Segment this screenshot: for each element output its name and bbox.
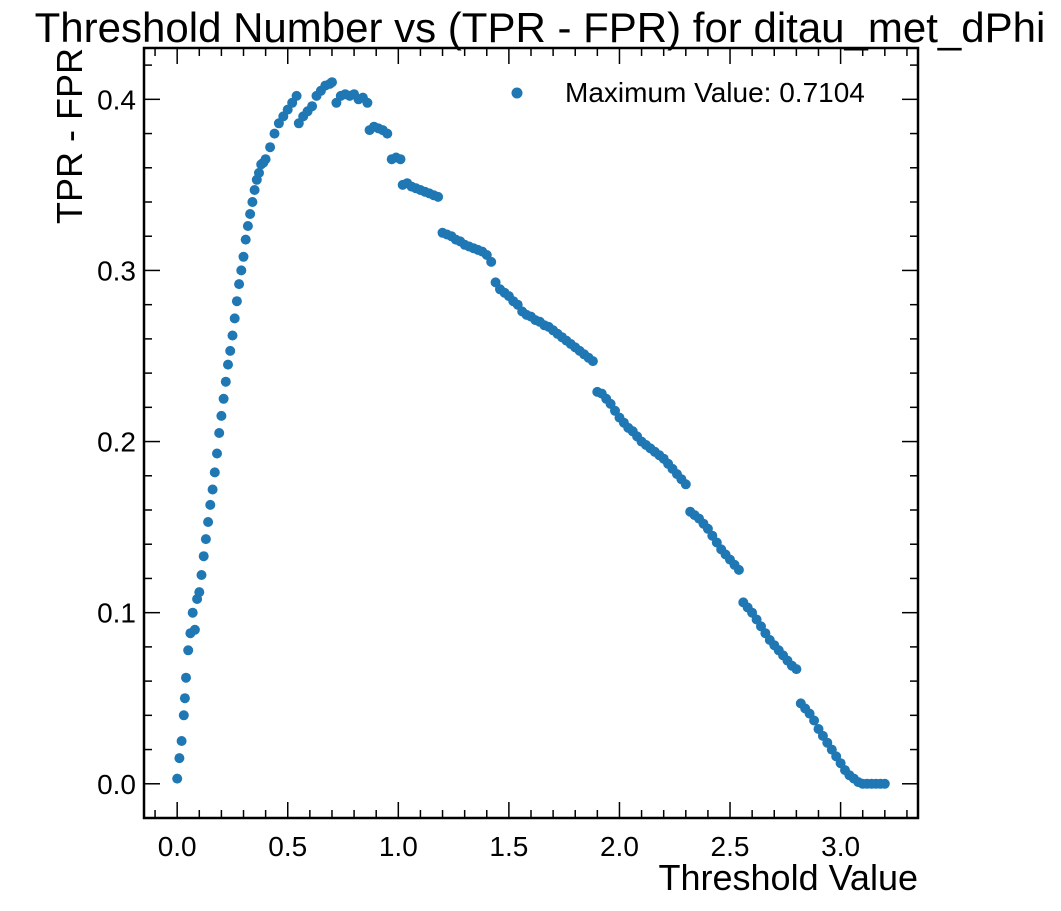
data-point — [265, 142, 276, 153]
data-point — [240, 234, 251, 245]
y-tick-label: 0.1 — [97, 598, 136, 629]
data-point — [395, 154, 406, 165]
data-point — [307, 101, 318, 112]
data-point — [680, 479, 691, 490]
data-point — [183, 645, 194, 656]
x-tick-label: 2.0 — [600, 831, 639, 862]
data-point — [223, 359, 233, 370]
data-points — [172, 77, 890, 789]
data-point — [220, 376, 231, 387]
data-point — [216, 410, 227, 421]
data-point — [879, 778, 890, 789]
data-point — [209, 467, 220, 478]
x-tick-label: 0.5 — [268, 831, 307, 862]
data-point — [194, 587, 205, 598]
data-point — [229, 313, 240, 324]
data-point — [433, 191, 444, 202]
data-point — [218, 393, 229, 404]
data-point — [200, 534, 211, 545]
data-point — [269, 128, 280, 139]
data-point — [809, 715, 820, 726]
data-point — [587, 356, 598, 367]
data-point — [382, 128, 393, 139]
data-point — [187, 607, 198, 618]
data-point — [486, 256, 497, 267]
data-point — [178, 710, 189, 721]
data-point — [249, 185, 260, 195]
y-tick-label: 0.3 — [97, 255, 136, 286]
chart-title: Threshold Number vs (TPR - FPR) for dita… — [35, 4, 1046, 51]
data-point — [205, 499, 216, 510]
legend-marker — [511, 87, 523, 99]
data-point — [176, 736, 187, 746]
y-tick-label: 0.4 — [97, 84, 136, 115]
data-point — [172, 773, 183, 784]
y-tick-label: 0.0 — [97, 769, 136, 800]
data-point — [174, 753, 185, 764]
data-point — [225, 345, 236, 356]
data-point — [212, 448, 222, 459]
data-point — [189, 624, 200, 635]
data-point — [260, 154, 271, 165]
data-point — [231, 296, 242, 307]
plot-frame — [142, 46, 920, 820]
data-point — [196, 570, 207, 580]
data-point — [245, 209, 256, 219]
data-point — [214, 428, 225, 438]
data-point — [234, 279, 245, 290]
data-point — [198, 551, 209, 562]
data-point — [207, 484, 218, 495]
legend-label: Maximum Value: 0.7104 — [565, 77, 865, 108]
axis-ticks: 0.0 0.5 1.0 1.5 2.0 2.5 3.0 0.0 0.1 0.2 0.3 0.4 — [97, 48, 918, 862]
data-point — [254, 167, 264, 178]
legend: Maximum Value: 0.7104 — [511, 77, 865, 108]
data-point — [327, 77, 337, 88]
data-point — [203, 517, 214, 527]
y-axis-label: TPR - FPR — [49, 48, 90, 224]
data-point — [791, 664, 802, 675]
data-point — [227, 330, 238, 341]
x-tick-label: 2.5 — [711, 831, 750, 862]
data-point — [242, 221, 253, 231]
x-tick-label: 0.0 — [158, 831, 197, 862]
data-point — [291, 90, 302, 101]
x-tick-label: 1.0 — [379, 831, 418, 862]
y-tick-label: 0.2 — [97, 427, 136, 458]
x-axis-label: Threshold Value — [659, 857, 919, 898]
data-point — [181, 672, 191, 683]
x-tick-label: 1.5 — [489, 831, 528, 862]
x-tick-label: 3.0 — [821, 831, 860, 862]
data-point — [733, 564, 744, 575]
data-point — [362, 97, 373, 108]
data-point — [236, 265, 247, 276]
data-point — [238, 251, 249, 262]
data-point — [179, 693, 190, 704]
data-point — [247, 197, 258, 207]
